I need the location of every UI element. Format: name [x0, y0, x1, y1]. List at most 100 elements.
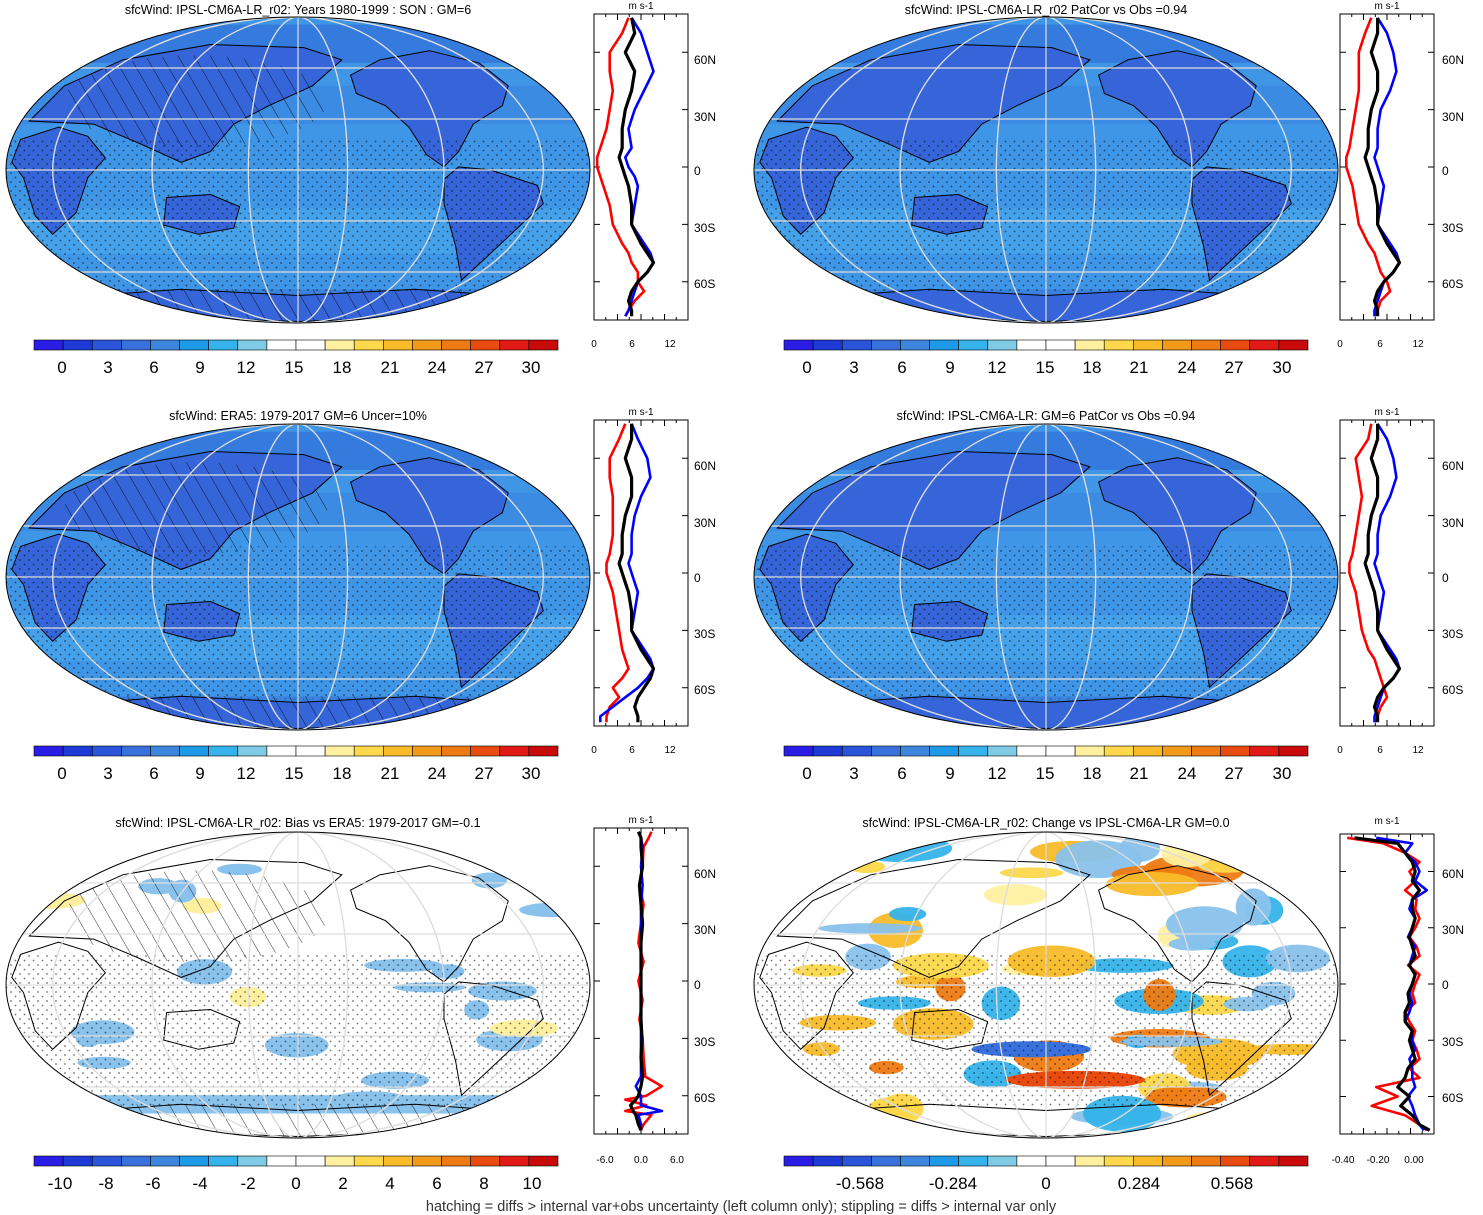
colorbar-tick-label: 27: [1225, 358, 1244, 377]
colorbar-tick-label: 15: [1036, 764, 1055, 783]
map-hatching: [64, 55, 328, 148]
panel-4: sfcWind: IPSL-CM6A-LR: GM=6 PatCor vs Ob…: [753, 407, 1464, 783]
zonal-x-tick-label: 6: [629, 745, 635, 756]
panel-6-zonal-plot: m s-1 -0.40 -0.20 0.00 60N 30N 0 30S 60S: [1332, 816, 1464, 1166]
colorbar-tick-label: 27: [1225, 764, 1244, 783]
colorbar-tick-label: 24: [1178, 764, 1197, 783]
zonal-y-tick-label: 30N: [1442, 516, 1464, 530]
colorbar-tick-label: 0: [57, 358, 66, 377]
colorbar-tick-label: 9: [195, 358, 204, 377]
map-anomaly: [818, 923, 922, 934]
colorbar-swatch: [470, 745, 501, 757]
map-meridian: [151, 424, 445, 730]
colorbar-tick-label: 10: [523, 1174, 542, 1193]
colorbar-swatch: [1249, 339, 1280, 351]
colorbar-swatch: [900, 339, 930, 351]
zonal-x-tick-label: 12: [1412, 339, 1424, 350]
map-border: [753, 831, 1339, 1139]
zonal-unit-label: m s-1: [629, 407, 654, 418]
map-anomaly: [471, 872, 508, 889]
colorbar-tick-label: 8: [479, 1174, 488, 1193]
colorbar-swatch: [958, 339, 989, 351]
colorbar-swatch: [353, 1155, 384, 1167]
colorbar-tick-label: 6: [149, 358, 158, 377]
panel-1-zonal-plot: m s-1 0 6 12 60N 30N 0 30S 60S: [591, 1, 716, 350]
colorbar-tick-label: 30: [1273, 358, 1292, 377]
panel-3-zonal-plot: m s-1 0 6 12 60N 30N 0 30S 60S: [591, 407, 716, 756]
colorbar-swatch: [499, 339, 530, 351]
zonal-y-tick-label: 60N: [694, 459, 716, 473]
colorbar-swatch: [91, 745, 122, 757]
panel-3-title: sfcWind: ERA5: 1979-2017 GM=6 Uncer=10%: [169, 409, 427, 423]
zonal-x-tick-label: -0.40: [1332, 1155, 1355, 1166]
colorbar-swatch: [179, 1155, 209, 1167]
colorbar-swatch: [266, 1155, 297, 1167]
colorbar-swatch: [324, 339, 355, 351]
zonal-y-tick-label: 60S: [1442, 1091, 1463, 1105]
colorbar-swatch: [499, 745, 530, 757]
zonal-y-tick-label: 30S: [1442, 1035, 1463, 1049]
zonal-y-tick-label: 0: [1442, 978, 1449, 992]
colorbar-swatch: [121, 1155, 151, 1167]
panel-6: sfcWind: IPSL-CM6A-LR_r02: Change vs IPS…: [753, 816, 1464, 1193]
colorbar-swatch: [987, 339, 1018, 351]
zonal-y-tick-label: 60N: [1442, 867, 1464, 881]
colorbar-swatch: [987, 745, 1018, 757]
colorbar-tick-label: 3: [103, 764, 112, 783]
colorbar-swatch: [1162, 339, 1192, 351]
map-meridian: [151, 832, 445, 1138]
zonal-plot-frame: [1339, 13, 1435, 321]
zonal-x-tick-label: 6: [629, 339, 635, 350]
colorbar-tick-label: 24: [428, 358, 447, 377]
zonal-y-tick-label: 0: [694, 571, 701, 585]
zonal-y-tick-label: 30N: [1442, 923, 1464, 937]
map-anomaly: [1166, 906, 1244, 943]
colorbar-swatch: [1220, 745, 1251, 757]
colorbar-tick-label: 21: [381, 358, 400, 377]
colorbar-swatch: [528, 1155, 559, 1167]
zonal-unit-label: m s-1: [1375, 1, 1400, 12]
colorbar-tick-label: 2: [338, 1174, 347, 1193]
map-border: [753, 16, 1339, 324]
map-meridian: [899, 832, 1193, 1138]
zonal-series-line: [628, 831, 645, 1131]
colorbar-swatch: [987, 1155, 1018, 1167]
panel-4-zonal-plot: m s-1 0 6 12 60N 30N 0 30S 60S: [1337, 407, 1464, 756]
zonal-y-tick-label: 30S: [1442, 221, 1463, 235]
colorbar-swatch: [1103, 1155, 1134, 1167]
map-hatching: [64, 462, 328, 555]
colorbar-tick-label: 21: [1130, 358, 1149, 377]
map-anomaly: [1235, 888, 1272, 926]
colorbar-swatch: [1278, 1155, 1309, 1167]
panel-3-colorbar-labels: 0 3 6 9 12 15 18 21 24 27 30: [57, 764, 540, 783]
colorbar-swatch: [1249, 745, 1280, 757]
zonal-y-tick-label: 60N: [1442, 53, 1464, 67]
colorbar-swatch: [1220, 1155, 1251, 1167]
colorbar-swatch: [528, 745, 559, 757]
map-anomaly: [999, 867, 1064, 879]
colorbar-swatch: [499, 1155, 530, 1167]
colorbar-swatch: [812, 1155, 843, 1167]
colorbar-swatch: [783, 1155, 814, 1167]
map-border: [5, 423, 591, 731]
zonal-y-tick-label: 30S: [694, 627, 715, 641]
colorbar-swatch: [900, 745, 930, 757]
colorbar-swatch: [1278, 339, 1309, 351]
colorbar-swatch: [62, 745, 93, 757]
panel-1: sfcWind: IPSL-CM6A-LR_r02: Years 1980-19…: [5, 1, 716, 377]
zonal-y-tick-label: 60S: [694, 683, 715, 697]
colorbar-swatch: [441, 1155, 471, 1167]
colorbar-swatch: [900, 1155, 930, 1167]
colorbar-swatch: [150, 1155, 180, 1167]
colorbar-swatch: [1220, 339, 1251, 351]
colorbar-tick-label: -8: [98, 1174, 113, 1193]
colorbar-swatch: [1278, 745, 1309, 757]
colorbar-swatch: [121, 339, 151, 351]
map-meridian: [247, 832, 349, 1138]
colorbar-tick-label: 27: [475, 358, 494, 377]
map-anomaly: [1168, 937, 1216, 951]
colorbar-tick-label: 4: [385, 1174, 394, 1193]
colorbar-tick-label: 6: [432, 1174, 441, 1193]
panel-5-zonal-plot: m s-1 -6.0 0.0 6.0 60N 30N 0 30S 60S: [593, 815, 716, 1166]
map-meridian: [800, 424, 1292, 730]
